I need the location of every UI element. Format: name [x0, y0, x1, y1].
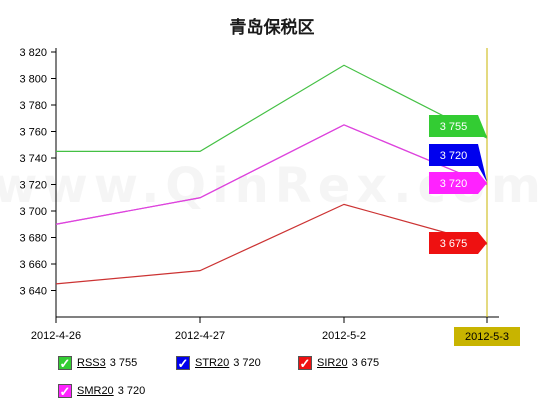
value-tag-label: 3 720 — [440, 150, 468, 162]
value-tag-label: 3 675 — [440, 238, 468, 250]
y-tick-label: 3 800 — [19, 74, 47, 86]
legend-item-rss3[interactable]: ✓ RSS3 3 755 — [58, 356, 137, 370]
y-tick-label: 3 700 — [19, 206, 47, 218]
y-tick-label: 3 680 — [19, 233, 47, 245]
chart-title: 青岛保税区 — [230, 17, 315, 38]
checkbox-icon[interactable]: ✓ — [58, 383, 72, 399]
legend-value: 3 755 — [109, 357, 138, 369]
legend-item-sir20[interactable]: ✓ SIR20 3 675 — [298, 356, 379, 370]
value-tag-sir20 — [429, 232, 487, 254]
x-tick-label: 2012-5-3 — [465, 331, 509, 343]
series-lines — [55, 64, 488, 285]
series-line-rss3 — [56, 64, 488, 152]
legend-value: 3 675 — [351, 357, 380, 369]
checkbox-icon[interactable]: ✓ — [298, 355, 312, 371]
value-tag-rss3 — [429, 115, 487, 137]
value-tag-smr20 — [429, 172, 487, 194]
x-tick-label: 2012-5-2 — [322, 330, 366, 342]
y-tick-label: 3 640 — [19, 286, 47, 298]
checkbox-icon[interactable]: ✓ — [58, 355, 72, 371]
legend-value: 3 720 — [233, 357, 261, 369]
series-line-sir20 — [55, 203, 488, 285]
axes: 3 640 3 660 3 680 3 700 3 720 3 740 3 760 3 780… — [19, 47, 520, 346]
x-highlight-box — [454, 327, 520, 346]
legend-series-link[interactable]: SMR20 — [77, 385, 114, 397]
checkbox-icon[interactable]: ✓ — [176, 355, 190, 371]
y-tick-label: 3 780 — [19, 100, 47, 112]
y-tick-label: 3 760 — [19, 127, 47, 139]
value-tag-label: 3 755 — [440, 121, 468, 133]
legend-value: 3 720 — [117, 385, 146, 397]
legend-series-link[interactable]: SIR20 — [317, 357, 348, 369]
y-tick-label: 3 740 — [19, 153, 47, 165]
legend-item-smr20[interactable]: ✓ SMR20 3 720 — [58, 384, 145, 398]
legend-item-str20[interactable]: ✓ STR20 3 720 — [176, 356, 261, 370]
value-tag-str20 — [429, 144, 487, 182]
value-tag-label: 3 720 — [440, 178, 468, 190]
y-tick-label: 3 660 — [19, 259, 47, 271]
x-tick-label: 2012-4-27 — [175, 330, 225, 342]
series-line-smr20 — [55, 124, 488, 225]
x-tick-label: 2012-4-26 — [31, 330, 81, 342]
y-tick-label: 3 820 — [19, 47, 47, 59]
legend-series-link[interactable]: RSS3 — [77, 357, 106, 369]
y-tick-label: 3 720 — [19, 180, 47, 192]
value-tags: 3 755 3 720 3 720 3 675 — [429, 115, 487, 254]
legend-series-link[interactable]: STR20 — [195, 357, 230, 369]
